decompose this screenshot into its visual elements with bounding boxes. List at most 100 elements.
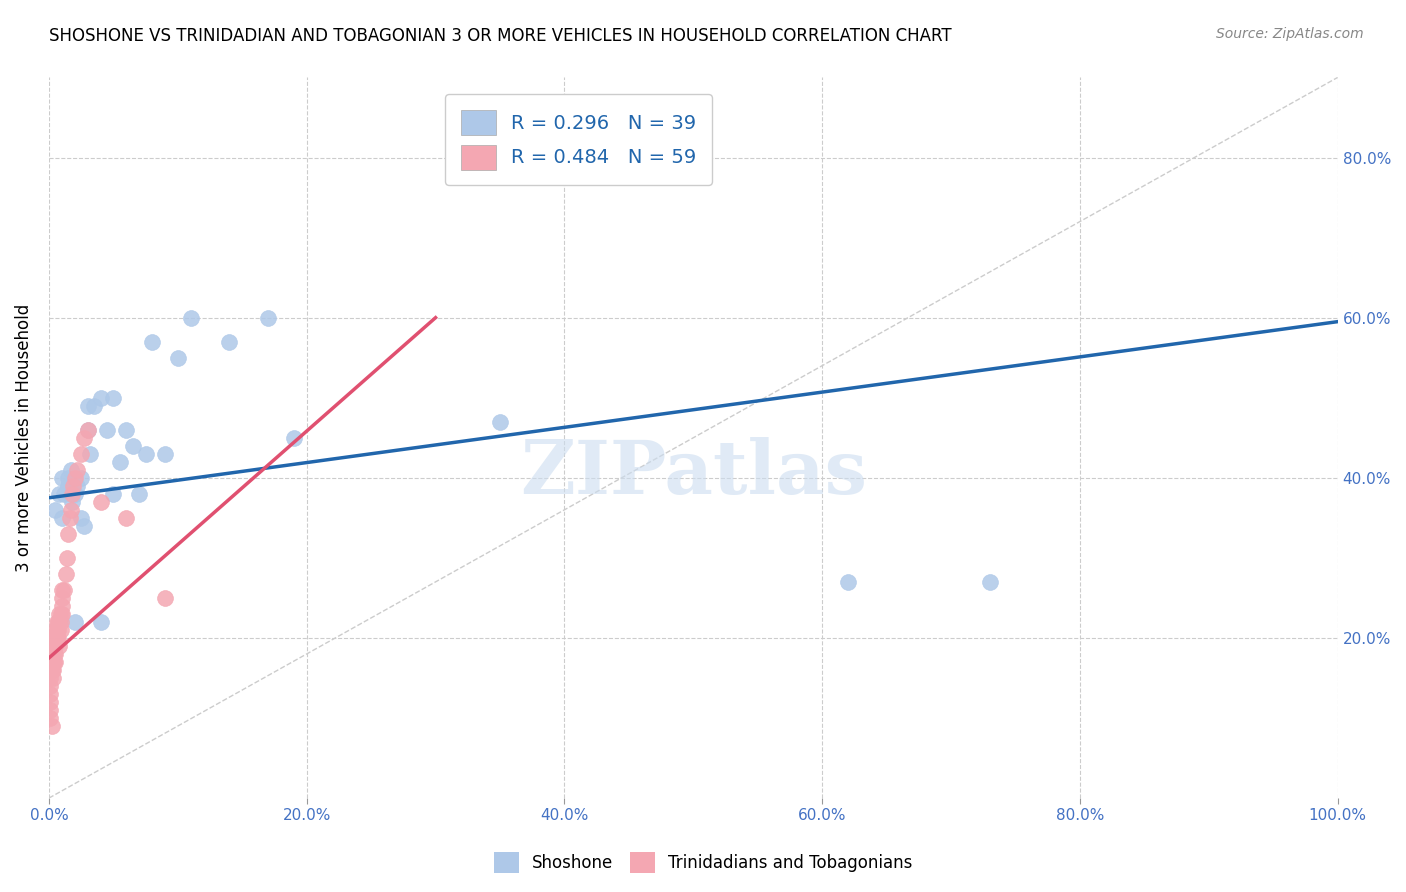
Point	[53, 487, 76, 501]
Point	[66, 479, 89, 493]
Point	[180, 310, 202, 325]
Point	[59, 463, 82, 477]
Point	[283, 431, 305, 445]
Point	[39, 655, 62, 669]
Point	[46, 631, 69, 645]
Point	[979, 574, 1001, 589]
Point	[135, 447, 157, 461]
Point	[70, 471, 93, 485]
Point	[76, 399, 98, 413]
Point	[79, 447, 101, 461]
Point	[41, 647, 63, 661]
Point	[53, 582, 76, 597]
Point	[103, 487, 125, 501]
Point	[39, 703, 62, 717]
Point	[121, 439, 143, 453]
Point	[73, 518, 96, 533]
Point	[42, 647, 65, 661]
Point	[108, 455, 131, 469]
Point	[51, 471, 73, 485]
Point	[51, 607, 73, 621]
Point	[42, 639, 65, 653]
Point	[60, 487, 83, 501]
Point	[46, 615, 69, 629]
Point	[73, 431, 96, 445]
Point	[48, 639, 70, 653]
Point	[44, 639, 66, 653]
Text: SHOSHONE VS TRINIDADIAN AND TOBAGONIAN 3 OR MORE VEHICLES IN HOUSEHOLD CORRELATI: SHOSHONE VS TRINIDADIAN AND TOBAGONIAN 3…	[49, 27, 952, 45]
Point	[42, 631, 65, 645]
Point	[51, 582, 73, 597]
Point	[41, 719, 63, 733]
Point	[83, 399, 105, 413]
Point	[45, 623, 67, 637]
Point	[48, 487, 70, 501]
Point	[46, 623, 69, 637]
Point	[56, 550, 79, 565]
Point	[44, 623, 66, 637]
Point	[96, 423, 118, 437]
Point	[257, 310, 280, 325]
Point	[42, 671, 65, 685]
Point	[76, 423, 98, 437]
Text: ZIPatlas: ZIPatlas	[520, 437, 868, 510]
Point	[42, 663, 65, 677]
Point	[837, 574, 859, 589]
Point	[49, 623, 72, 637]
Point	[141, 334, 163, 349]
Point	[70, 447, 93, 461]
Point	[44, 655, 66, 669]
Point	[55, 566, 77, 581]
Point	[63, 471, 86, 485]
Point	[103, 391, 125, 405]
Point	[41, 655, 63, 669]
Point	[62, 479, 84, 493]
Point	[60, 495, 83, 509]
Point	[48, 615, 70, 629]
Point	[45, 615, 67, 629]
Point	[58, 526, 80, 541]
Point	[44, 631, 66, 645]
Point	[42, 647, 65, 661]
Point	[89, 391, 111, 405]
Point	[41, 663, 63, 677]
Text: Source: ZipAtlas.com: Source: ZipAtlas.com	[1216, 27, 1364, 41]
Legend: Shoshone, Trinidadians and Tobagonians: Shoshone, Trinidadians and Tobagonians	[486, 846, 920, 880]
Point	[63, 615, 86, 629]
Point	[39, 695, 62, 709]
Point	[39, 711, 62, 725]
Point	[166, 351, 188, 365]
Point	[66, 463, 89, 477]
Point	[42, 639, 65, 653]
Point	[489, 415, 512, 429]
Point	[58, 479, 80, 493]
Point	[51, 511, 73, 525]
Point	[42, 655, 65, 669]
Point	[51, 599, 73, 613]
Point	[59, 503, 82, 517]
Point	[70, 511, 93, 525]
Point	[63, 487, 86, 501]
Point	[39, 679, 62, 693]
Point	[39, 663, 62, 677]
Point	[76, 423, 98, 437]
Point	[89, 615, 111, 629]
Point	[48, 607, 70, 621]
Point	[58, 471, 80, 485]
Point	[39, 687, 62, 701]
Point	[153, 447, 176, 461]
Legend: R = 0.296   N = 39, R = 0.484   N = 59: R = 0.296 N = 39, R = 0.484 N = 59	[446, 95, 713, 186]
Point	[49, 615, 72, 629]
Point	[42, 655, 65, 669]
Point	[44, 647, 66, 661]
Point	[58, 511, 80, 525]
Point	[89, 495, 111, 509]
Point	[45, 631, 67, 645]
Point	[115, 511, 138, 525]
Point	[218, 334, 240, 349]
Point	[49, 607, 72, 621]
Point	[153, 591, 176, 605]
Point	[128, 487, 150, 501]
Point	[115, 423, 138, 437]
Point	[51, 591, 73, 605]
